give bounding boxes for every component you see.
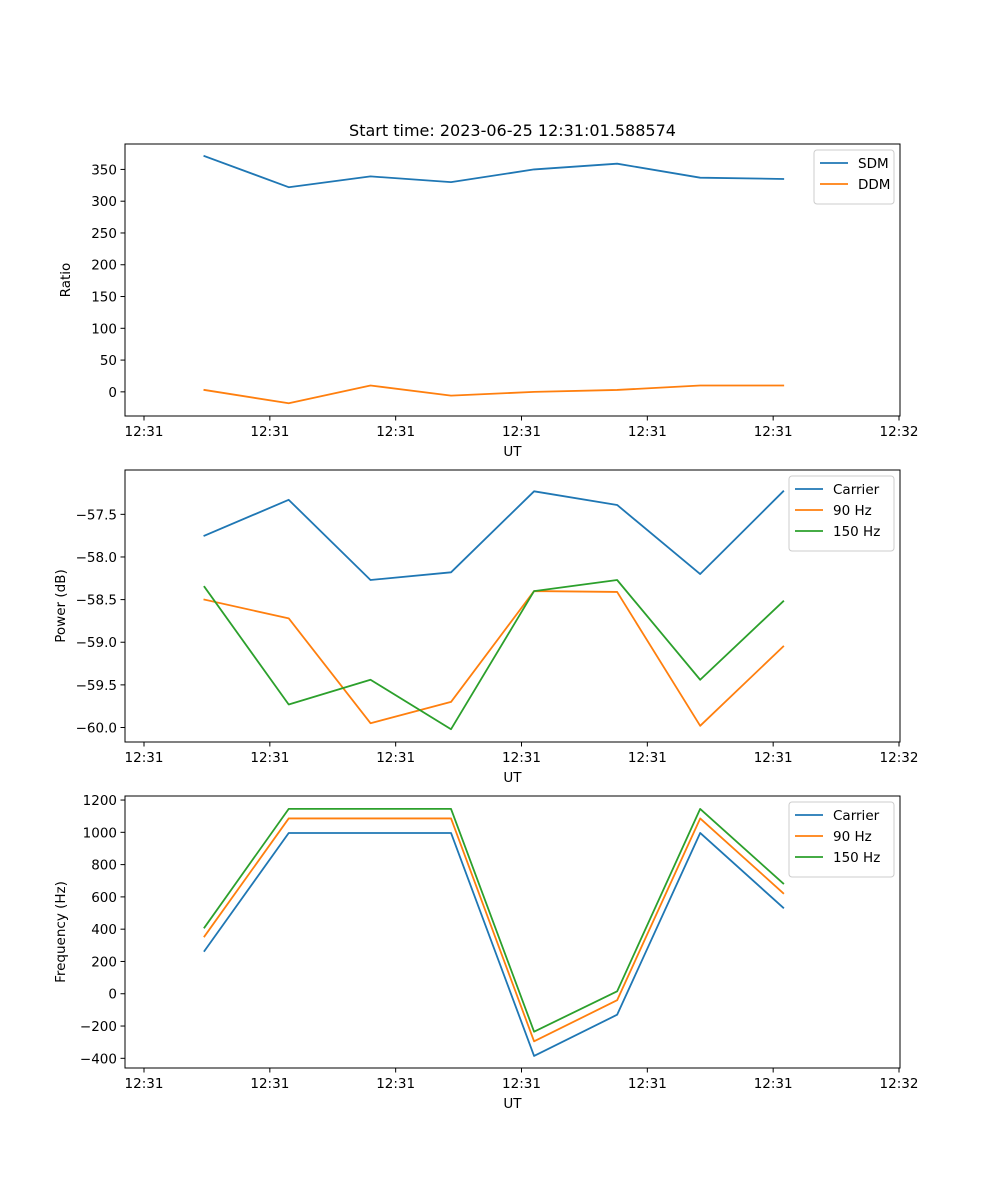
legend-label: 90 Hz <box>833 503 872 519</box>
y-axis-label: Power (dB) <box>53 569 69 642</box>
x-tick-label: 12:31 <box>754 1076 793 1092</box>
y-tick-label: 100 <box>91 321 117 337</box>
x-axis-label: UT <box>503 770 522 786</box>
y-tick-label: 1200 <box>83 793 117 809</box>
x-tick-label: 12:31 <box>250 1076 289 1092</box>
legend-label: SDM <box>858 156 889 172</box>
legend-label: 150 Hz <box>833 524 880 540</box>
series-line-150-hz <box>203 808 785 1033</box>
series-line-150-hz <box>203 579 785 731</box>
y-tick-label: −59.0 <box>76 635 117 651</box>
y-tick-label: 200 <box>91 954 117 970</box>
frequency-panel: 12:31 12:31 12:31 12:31 12:31 12:31 12:32 −400 −… <box>53 793 918 1112</box>
y-tick-label: −58.5 <box>76 593 117 609</box>
y-axis-label: Ratio <box>58 263 74 298</box>
y-tick-label: 300 <box>91 194 117 210</box>
legend-label: Carrier <box>833 482 880 498</box>
y-tick-label: 250 <box>91 226 117 242</box>
x-tick-label: 12:31 <box>754 750 793 766</box>
y-tick-label: −200 <box>80 1019 117 1035</box>
y-tick-label: 50 <box>100 353 117 369</box>
legend-label: 150 Hz <box>833 850 880 866</box>
x-tick-label: 12:31 <box>376 1076 415 1092</box>
plot-frame <box>124 143 901 417</box>
legend-label: 90 Hz <box>833 829 872 845</box>
x-axis-label: UT <box>503 1096 522 1112</box>
legend-box <box>788 475 895 552</box>
y-tick-label: 600 <box>91 890 117 906</box>
legend-label: DDM <box>858 177 890 193</box>
legend: SDM DDM <box>813 149 895 205</box>
x-axis-label: UT <box>503 444 522 460</box>
y-tick-label: −59.5 <box>76 678 117 694</box>
chart-title: Start time: 2023-06-25 12:31:01.588574 <box>349 121 676 140</box>
y-tick-label: 1000 <box>83 825 117 841</box>
ratio-panel: 12:31 12:31 12:31 12:31 12:31 12:31 12:32 0 50 10… <box>58 143 919 460</box>
x-tick-label: 12:31 <box>250 424 289 440</box>
x-tick-label: 12:31 <box>250 750 289 766</box>
legend-label: Carrier <box>833 808 880 824</box>
series-line-ddm <box>203 384 785 405</box>
legend: Carrier 90 Hz 150 Hz <box>788 475 895 552</box>
x-tick-label: 12:32 <box>880 750 919 766</box>
x-tick-label: 12:31 <box>376 750 415 766</box>
y-tick-label: 150 <box>91 290 117 306</box>
x-tick-label: 12:32 <box>880 1076 919 1092</box>
y-tick-label: 350 <box>91 162 117 178</box>
y-axis-label: Frequency (Hz) <box>53 881 69 983</box>
series-line-carrier <box>203 490 785 581</box>
y-tick-label: −60.0 <box>76 721 117 737</box>
y-tick-label: 200 <box>91 258 117 274</box>
x-tick-label: 12:31 <box>376 424 415 440</box>
x-tick-label: 12:31 <box>628 1076 667 1092</box>
x-tick-label: 12:31 <box>125 1076 164 1092</box>
x-tick-label: 12:31 <box>502 1076 541 1092</box>
power-panel: 12:31 12:31 12:31 12:31 12:31 12:31 12:32 −60.0… <box>53 469 919 786</box>
legend-box <box>788 801 895 878</box>
y-tick-label: 0 <box>108 987 117 1003</box>
x-tick-label: 12:31 <box>125 750 164 766</box>
y-tick-label: −57.5 <box>76 507 117 523</box>
series-line-90-hz <box>203 590 785 727</box>
legend: Carrier 90 Hz 150 Hz <box>788 801 895 878</box>
x-tick-label: 12:31 <box>628 750 667 766</box>
x-tick-label: 12:31 <box>125 424 164 440</box>
series-line-90-hz <box>203 817 785 1043</box>
y-tick-label: −58.0 <box>76 550 117 566</box>
x-tick-label: 12:31 <box>754 424 793 440</box>
series-line-sdm <box>203 154 785 189</box>
x-tick-label: 12:31 <box>628 424 667 440</box>
plot-frame <box>124 795 901 1069</box>
y-tick-label: 400 <box>91 922 117 938</box>
x-tick-label: 12:31 <box>502 424 541 440</box>
x-tick-label: 12:32 <box>880 424 919 440</box>
series-line-carrier <box>203 832 785 1057</box>
x-tick-label: 12:31 <box>502 750 541 766</box>
y-tick-label: −400 <box>80 1051 117 1067</box>
y-tick-label: 0 <box>108 385 117 401</box>
plot-frame <box>124 469 901 743</box>
y-tick-label: 800 <box>91 858 117 874</box>
